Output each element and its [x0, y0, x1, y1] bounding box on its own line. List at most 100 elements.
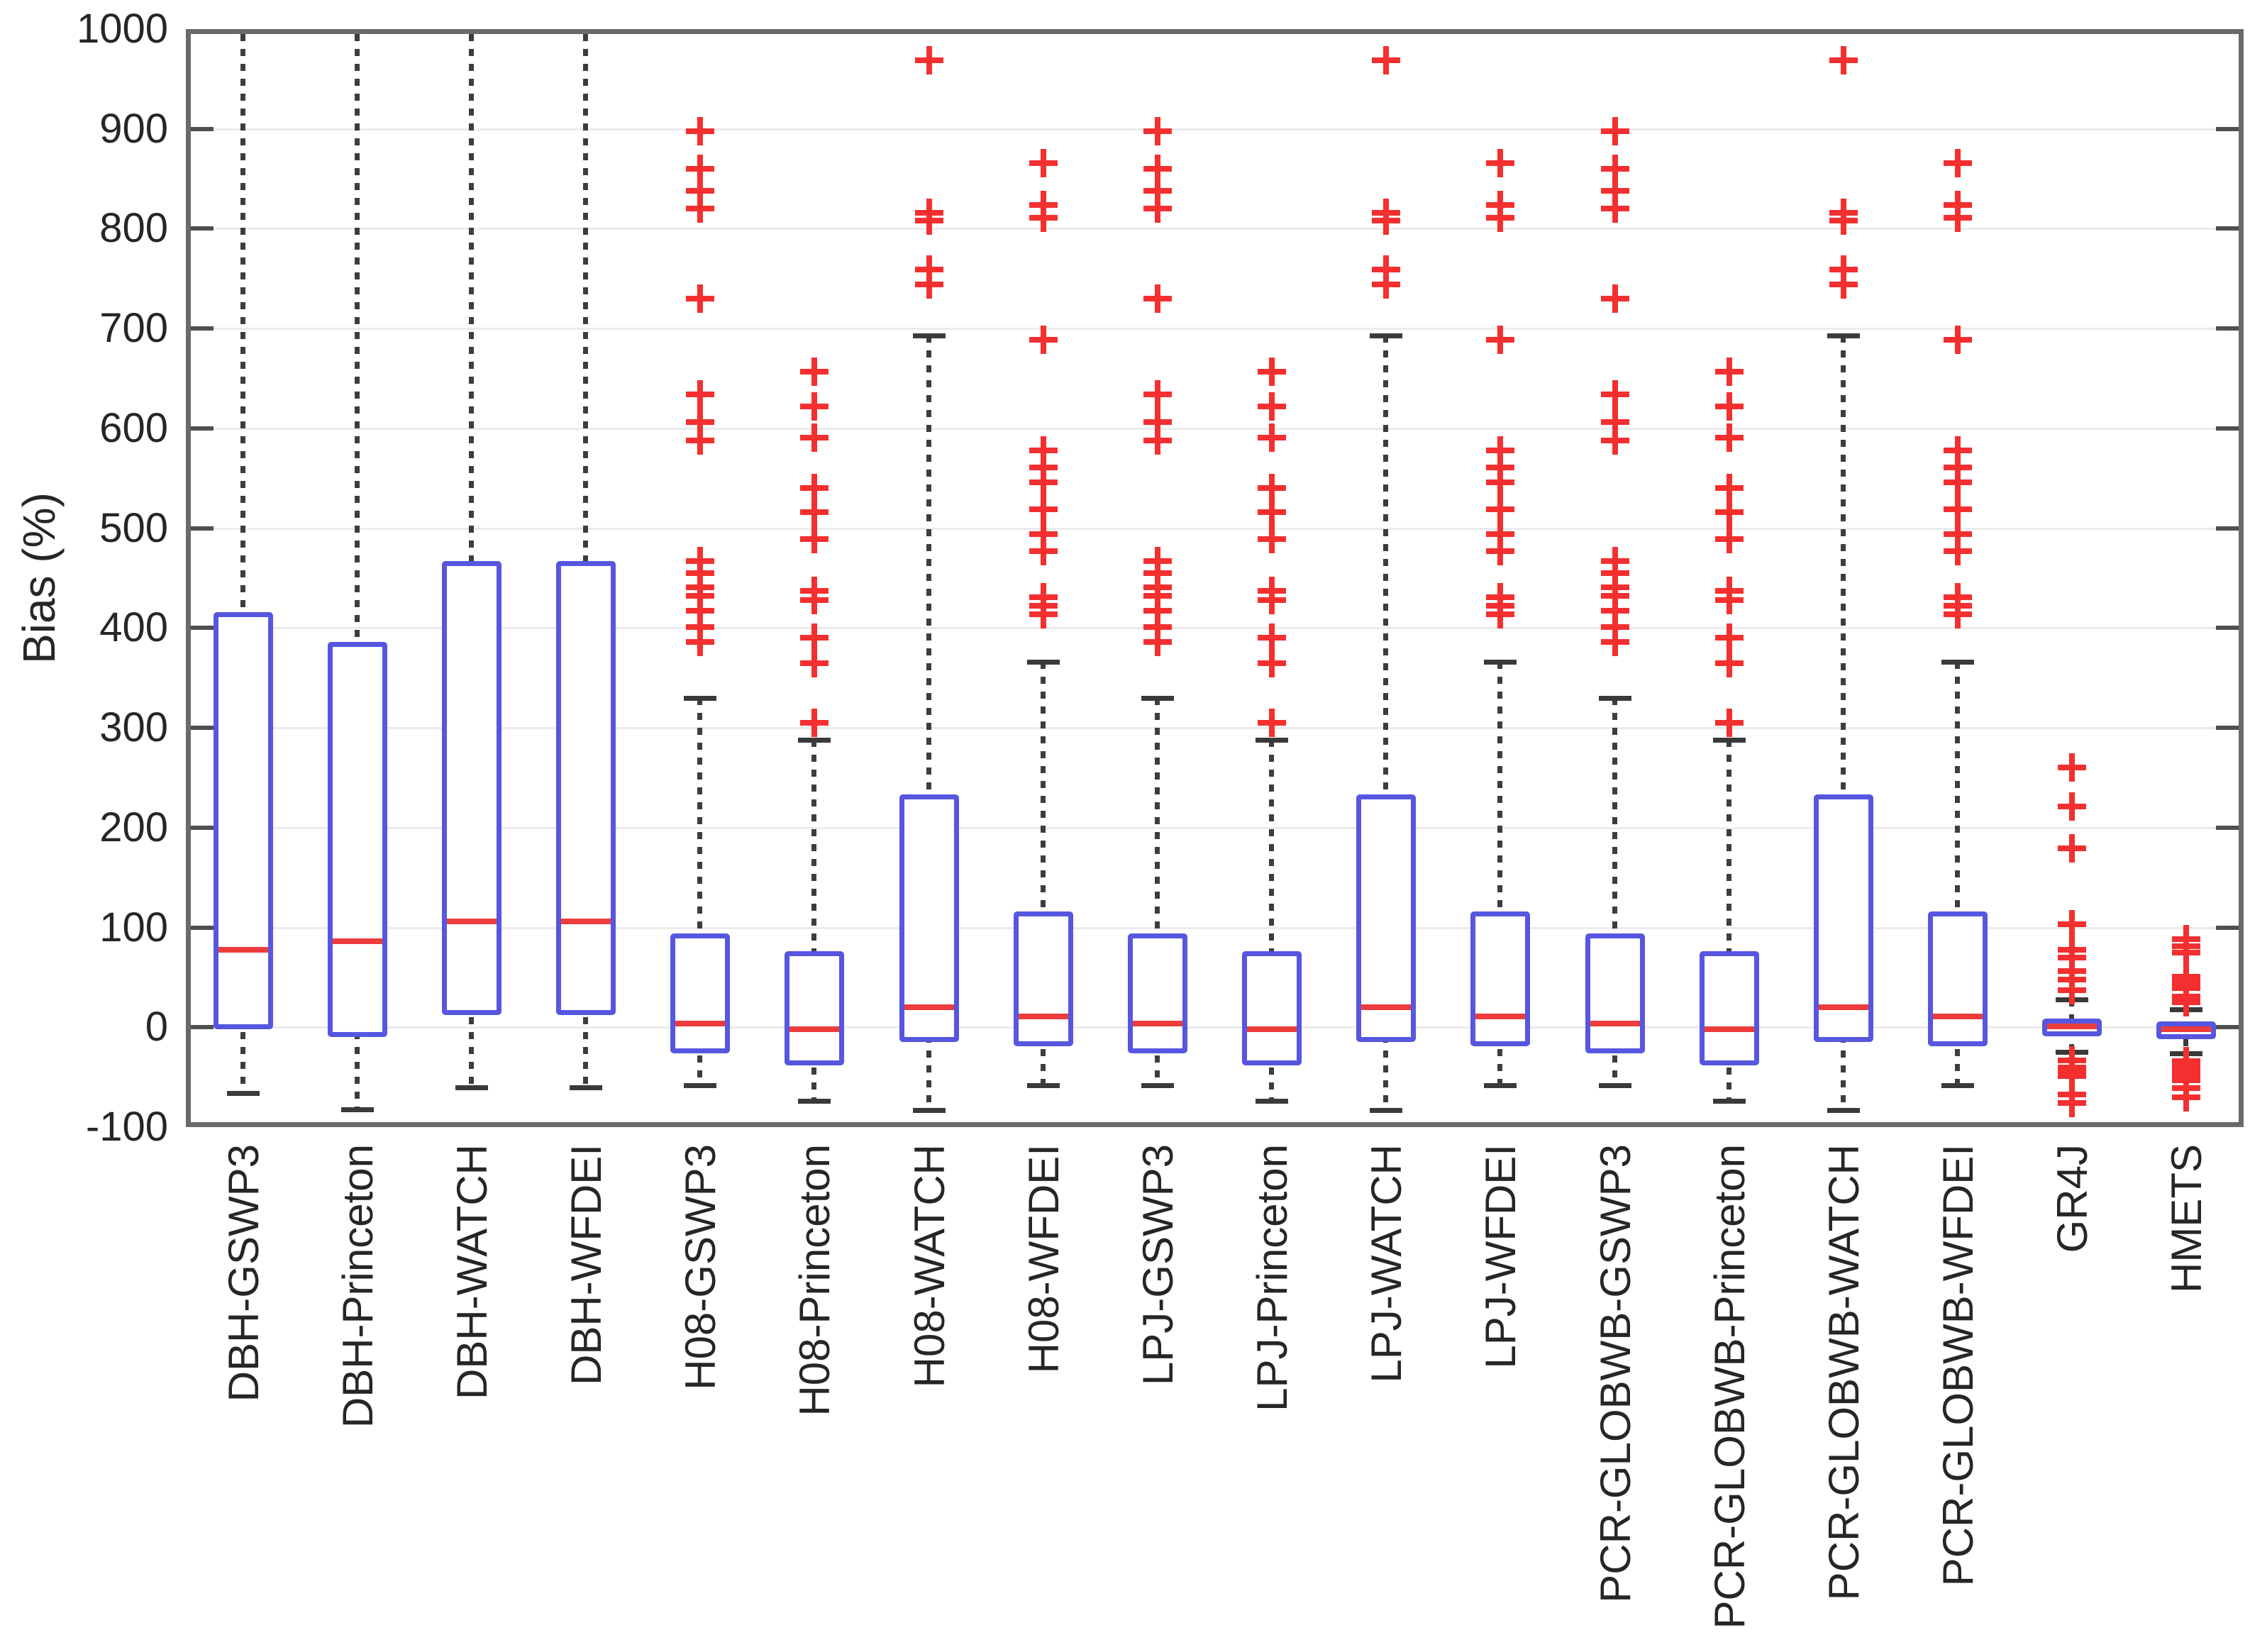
- x-axis-label-text: LPJ-WATCH: [1363, 1144, 1411, 1383]
- x-axis-label-text: GR4J: [2049, 1144, 2097, 1253]
- outlier-marker: [1143, 176, 1172, 205]
- outlier-marker: [686, 582, 715, 611]
- outlier-marker: [1143, 628, 1172, 657]
- box: [1127, 933, 1187, 1053]
- median-line: [1247, 1026, 1297, 1033]
- outlier-marker: [1486, 520, 1515, 549]
- whisker-cap-upper: [1026, 660, 1060, 665]
- outlier-marker: [1029, 453, 1058, 482]
- outlier-marker: [2058, 792, 2087, 821]
- box: [1013, 911, 1073, 1046]
- outlier-marker: [1714, 474, 1744, 503]
- whisker-cap-upper: [912, 333, 946, 339]
- outlier-marker: [686, 597, 715, 626]
- grid-line: [186, 826, 2244, 829]
- x-axis-label-text: LPJ-WFDEI: [1477, 1144, 1525, 1369]
- outlier-marker: [800, 498, 829, 527]
- x-axis-label-text: PCR-GLOBWB-GSWP3: [1591, 1144, 1639, 1603]
- outlier-marker: [1944, 520, 1973, 549]
- x-axis-label-text: H08-WFDEI: [1019, 1144, 1068, 1374]
- y-tick-label: 300: [99, 704, 168, 751]
- outlier-marker: [1600, 582, 1629, 611]
- outlier-marker: [1714, 357, 1744, 386]
- whisker-cap-lower: [1256, 1099, 1289, 1104]
- whisker-cap-lower: [1941, 1082, 1975, 1088]
- y-axis-tick-right: [2216, 726, 2239, 731]
- median-line: [1590, 1020, 1640, 1026]
- whisker-cap-lower: [1370, 1108, 1403, 1114]
- whisker-line: [1840, 336, 1846, 1111]
- outlier-marker: [2058, 834, 2087, 863]
- box: [785, 951, 845, 1065]
- outlier-marker: [1829, 255, 1858, 284]
- whisker-cap-lower: [455, 1085, 488, 1090]
- outlier-marker: [1829, 206, 1858, 235]
- median-line: [446, 919, 497, 925]
- outlier-marker: [686, 612, 715, 641]
- x-axis-label-text: H08-Princeton: [791, 1144, 839, 1417]
- outlier-marker: [1600, 194, 1629, 223]
- y-tick-label: 900: [99, 105, 168, 152]
- whisker-line: [697, 697, 703, 1085]
- x-axis-label-text: PCR-GLOBWB-WATCH: [1819, 1144, 1868, 1601]
- y-axis-tick-right: [2216, 126, 2239, 131]
- outlier-marker: [1143, 426, 1172, 455]
- whisker-cap-upper: [1827, 333, 1860, 339]
- y-axis-tick-right: [2216, 326, 2239, 331]
- outlier-marker: [1600, 176, 1629, 205]
- outlier-marker: [1486, 453, 1515, 482]
- grid-line: [186, 427, 2244, 430]
- whisker-cap-upper: [1598, 695, 1631, 701]
- outlier-marker: [1944, 494, 1973, 523]
- x-axis-label-text: LPJ-GSWP3: [1134, 1144, 1182, 1386]
- outlier-marker: [1143, 194, 1172, 223]
- y-tick-label: 700: [99, 305, 168, 352]
- outlier-marker: [1486, 436, 1515, 465]
- y-tick-label: 100: [99, 904, 168, 950]
- whisker-line: [1955, 662, 1961, 1085]
- outlier-marker: [1029, 148, 1058, 177]
- box: [213, 611, 273, 1030]
- outlier-marker: [1372, 270, 1401, 299]
- outlier-marker: [1714, 709, 1744, 738]
- grid-line: [186, 228, 2244, 231]
- outlier-marker: [1372, 206, 1401, 235]
- whisker-line: [354, 34, 360, 1109]
- outlier-marker: [1600, 284, 1629, 313]
- whisker-cap-lower: [798, 1099, 831, 1104]
- grid-line: [186, 128, 2244, 131]
- whisker-line: [926, 336, 931, 1111]
- y-axis-tick-left: [191, 925, 214, 930]
- y-axis-tick-left: [191, 1025, 214, 1030]
- outlier-marker: [2172, 988, 2201, 1017]
- outlier-marker: [1029, 203, 1058, 232]
- median-line: [561, 919, 611, 925]
- outlier-marker: [686, 116, 715, 145]
- outlier-marker: [2172, 938, 2201, 967]
- y-axis-tick-left: [191, 126, 214, 131]
- outlier-marker: [1143, 597, 1172, 626]
- outlier-marker: [686, 408, 715, 437]
- x-axis-label-text: H08-GSWP3: [677, 1144, 725, 1390]
- outlier-marker: [800, 392, 829, 421]
- median-line: [2047, 1023, 2097, 1029]
- whisker-line: [1154, 697, 1160, 1085]
- outlier-marker: [1714, 585, 1744, 614]
- outlier-marker: [800, 423, 829, 452]
- outlier-marker: [1600, 155, 1629, 184]
- outlier-marker: [1486, 467, 1515, 497]
- y-tick-label: 200: [99, 804, 168, 850]
- whisker-cap-lower: [1141, 1082, 1174, 1088]
- median-line: [2161, 1026, 2212, 1033]
- x-axis-label-text: PCR-GLOBWB-WFDEI: [1934, 1144, 1983, 1587]
- box: [1928, 911, 1988, 1046]
- outlier-marker: [686, 284, 715, 313]
- outlier-marker: [1714, 648, 1744, 677]
- outlier-marker: [1600, 116, 1629, 145]
- whisker-cap-lower: [684, 1082, 717, 1088]
- outlier-marker: [1944, 537, 1973, 565]
- median-line: [1361, 1004, 1412, 1011]
- outlier-marker: [1258, 498, 1287, 527]
- outlier-marker: [1944, 453, 1973, 482]
